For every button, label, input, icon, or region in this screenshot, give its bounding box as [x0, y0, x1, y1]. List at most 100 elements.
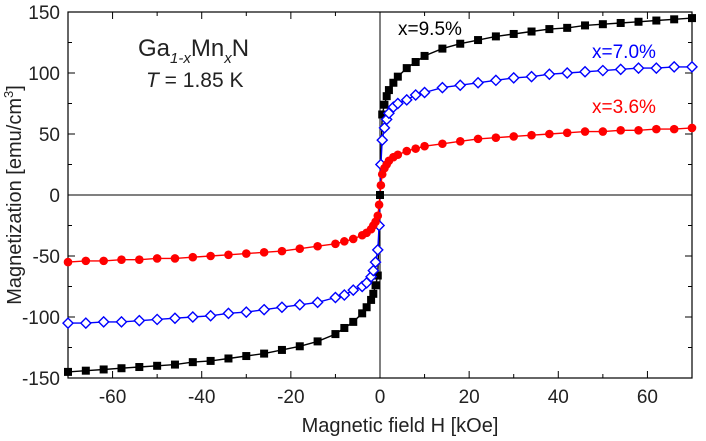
data-point-diamond [489, 74, 502, 87]
data-point-circle [224, 250, 233, 260]
y-axis-title-main: Magnetization [emu/cm [4, 98, 26, 305]
data-point-square [545, 25, 554, 34]
data-point-diamond [275, 301, 288, 314]
data-point-circle [562, 128, 572, 138]
data-point-circle [473, 134, 483, 144]
data-point-diamond [596, 64, 609, 77]
data-point-circle [527, 130, 536, 140]
data-point-square [378, 110, 387, 119]
data-point-circle [277, 246, 287, 256]
x-tick-label: -60 [99, 387, 126, 408]
data-point-circle [331, 239, 340, 249]
data-point-square [393, 72, 402, 81]
y-tick-label: -150 [22, 369, 60, 390]
data-point-diamond [258, 303, 271, 316]
data-point-circle [411, 144, 420, 153]
data-point-square [206, 356, 215, 365]
data-point-square [420, 51, 429, 60]
data-point-diamond [222, 307, 235, 320]
markers-layer [62, 14, 698, 376]
data-point-circle [340, 237, 349, 246]
data-point-circle [313, 241, 322, 251]
data-point-square [367, 295, 376, 304]
x-tick-label: -40 [188, 387, 215, 408]
data-point-diamond [409, 88, 422, 101]
data-point-square [389, 78, 398, 87]
y-tick-label: 100 [28, 64, 60, 85]
data-point-circle [669, 124, 679, 134]
data-point-square [331, 330, 340, 339]
data-point-circle [99, 256, 108, 266]
data-point-diamond [668, 60, 681, 73]
data-point-square [295, 342, 304, 351]
data-point-diamond [376, 134, 389, 147]
temperature-value: = 1.85 K [159, 69, 244, 92]
data-point-square [380, 100, 389, 109]
data-point-square [688, 14, 696, 23]
data-point-circle [545, 129, 554, 139]
data-point-square [242, 352, 251, 361]
data-point-diamond [151, 313, 164, 326]
data-point-circle [455, 137, 465, 146]
series-label-3-6: x=3.6% [592, 97, 656, 118]
data-point-square [349, 317, 358, 326]
data-point-circle [135, 255, 144, 264]
data-point-diamond [293, 298, 306, 311]
formula-n: N [232, 35, 249, 62]
data-point-square [64, 367, 72, 376]
data-point-circle [188, 252, 198, 262]
data-point-circle [348, 234, 358, 244]
data-point-square [188, 358, 197, 367]
data-point-square [384, 86, 393, 95]
data-point-diamond [650, 62, 663, 75]
data-point-circle [580, 127, 590, 136]
data-point-diamond [168, 312, 181, 325]
data-point-square [371, 281, 380, 290]
data-point-square [670, 15, 679, 24]
data-point-circle [259, 248, 269, 257]
data-point-diamond [686, 60, 698, 73]
data-point-diamond [418, 86, 431, 99]
data-point-diamond [507, 71, 520, 84]
data-point-circle [170, 254, 180, 263]
data-point-diamond [329, 291, 342, 304]
data-point-diamond [115, 315, 128, 328]
data-point-square [491, 32, 500, 41]
compound-formula: Ga1-xMnxN [138, 35, 249, 67]
data-point-square [634, 17, 643, 26]
data-point-circle [206, 251, 215, 261]
data-point-square [652, 16, 661, 25]
data-point-diamond [369, 256, 382, 269]
data-point-diamond [240, 306, 253, 319]
series-label-9-5: x=9.5% [398, 19, 462, 40]
data-point-diamond [579, 65, 592, 78]
formula-sub-1-x: 1-x [170, 50, 191, 67]
data-point-diamond [311, 296, 324, 309]
data-point-square [135, 363, 144, 372]
data-point-square [474, 36, 483, 45]
data-point-square [438, 44, 447, 53]
data-point-diamond [371, 243, 384, 256]
data-point-square [117, 364, 126, 373]
data-point-circle [241, 249, 251, 258]
data-point-circle [687, 123, 697, 133]
x-tick-label: 60 [637, 387, 658, 408]
data-point-square [402, 64, 411, 73]
data-point-diamond [62, 317, 74, 330]
temperature-symbol: T [146, 69, 161, 92]
data-point-square [224, 354, 233, 363]
data-point-diamond [347, 284, 360, 297]
y-tick-label: -50 [33, 247, 60, 268]
formula-mn: Mn [191, 35, 224, 62]
data-point-circle [634, 126, 643, 135]
data-point-square [260, 349, 269, 358]
data-point-circle [438, 139, 447, 149]
axes-layer: -60 -40 -20 0 20 40 60 -150 -100 -50 0 50 100 150 [22, 3, 693, 408]
data-point-diamond [79, 317, 92, 330]
series-label-7-0: x=7.0% [592, 42, 656, 63]
y-axis-title-sup: 3 [1, 91, 16, 98]
data-point-circle [376, 180, 386, 190]
data-point-square [358, 309, 367, 318]
data-point-diamond [561, 67, 574, 79]
